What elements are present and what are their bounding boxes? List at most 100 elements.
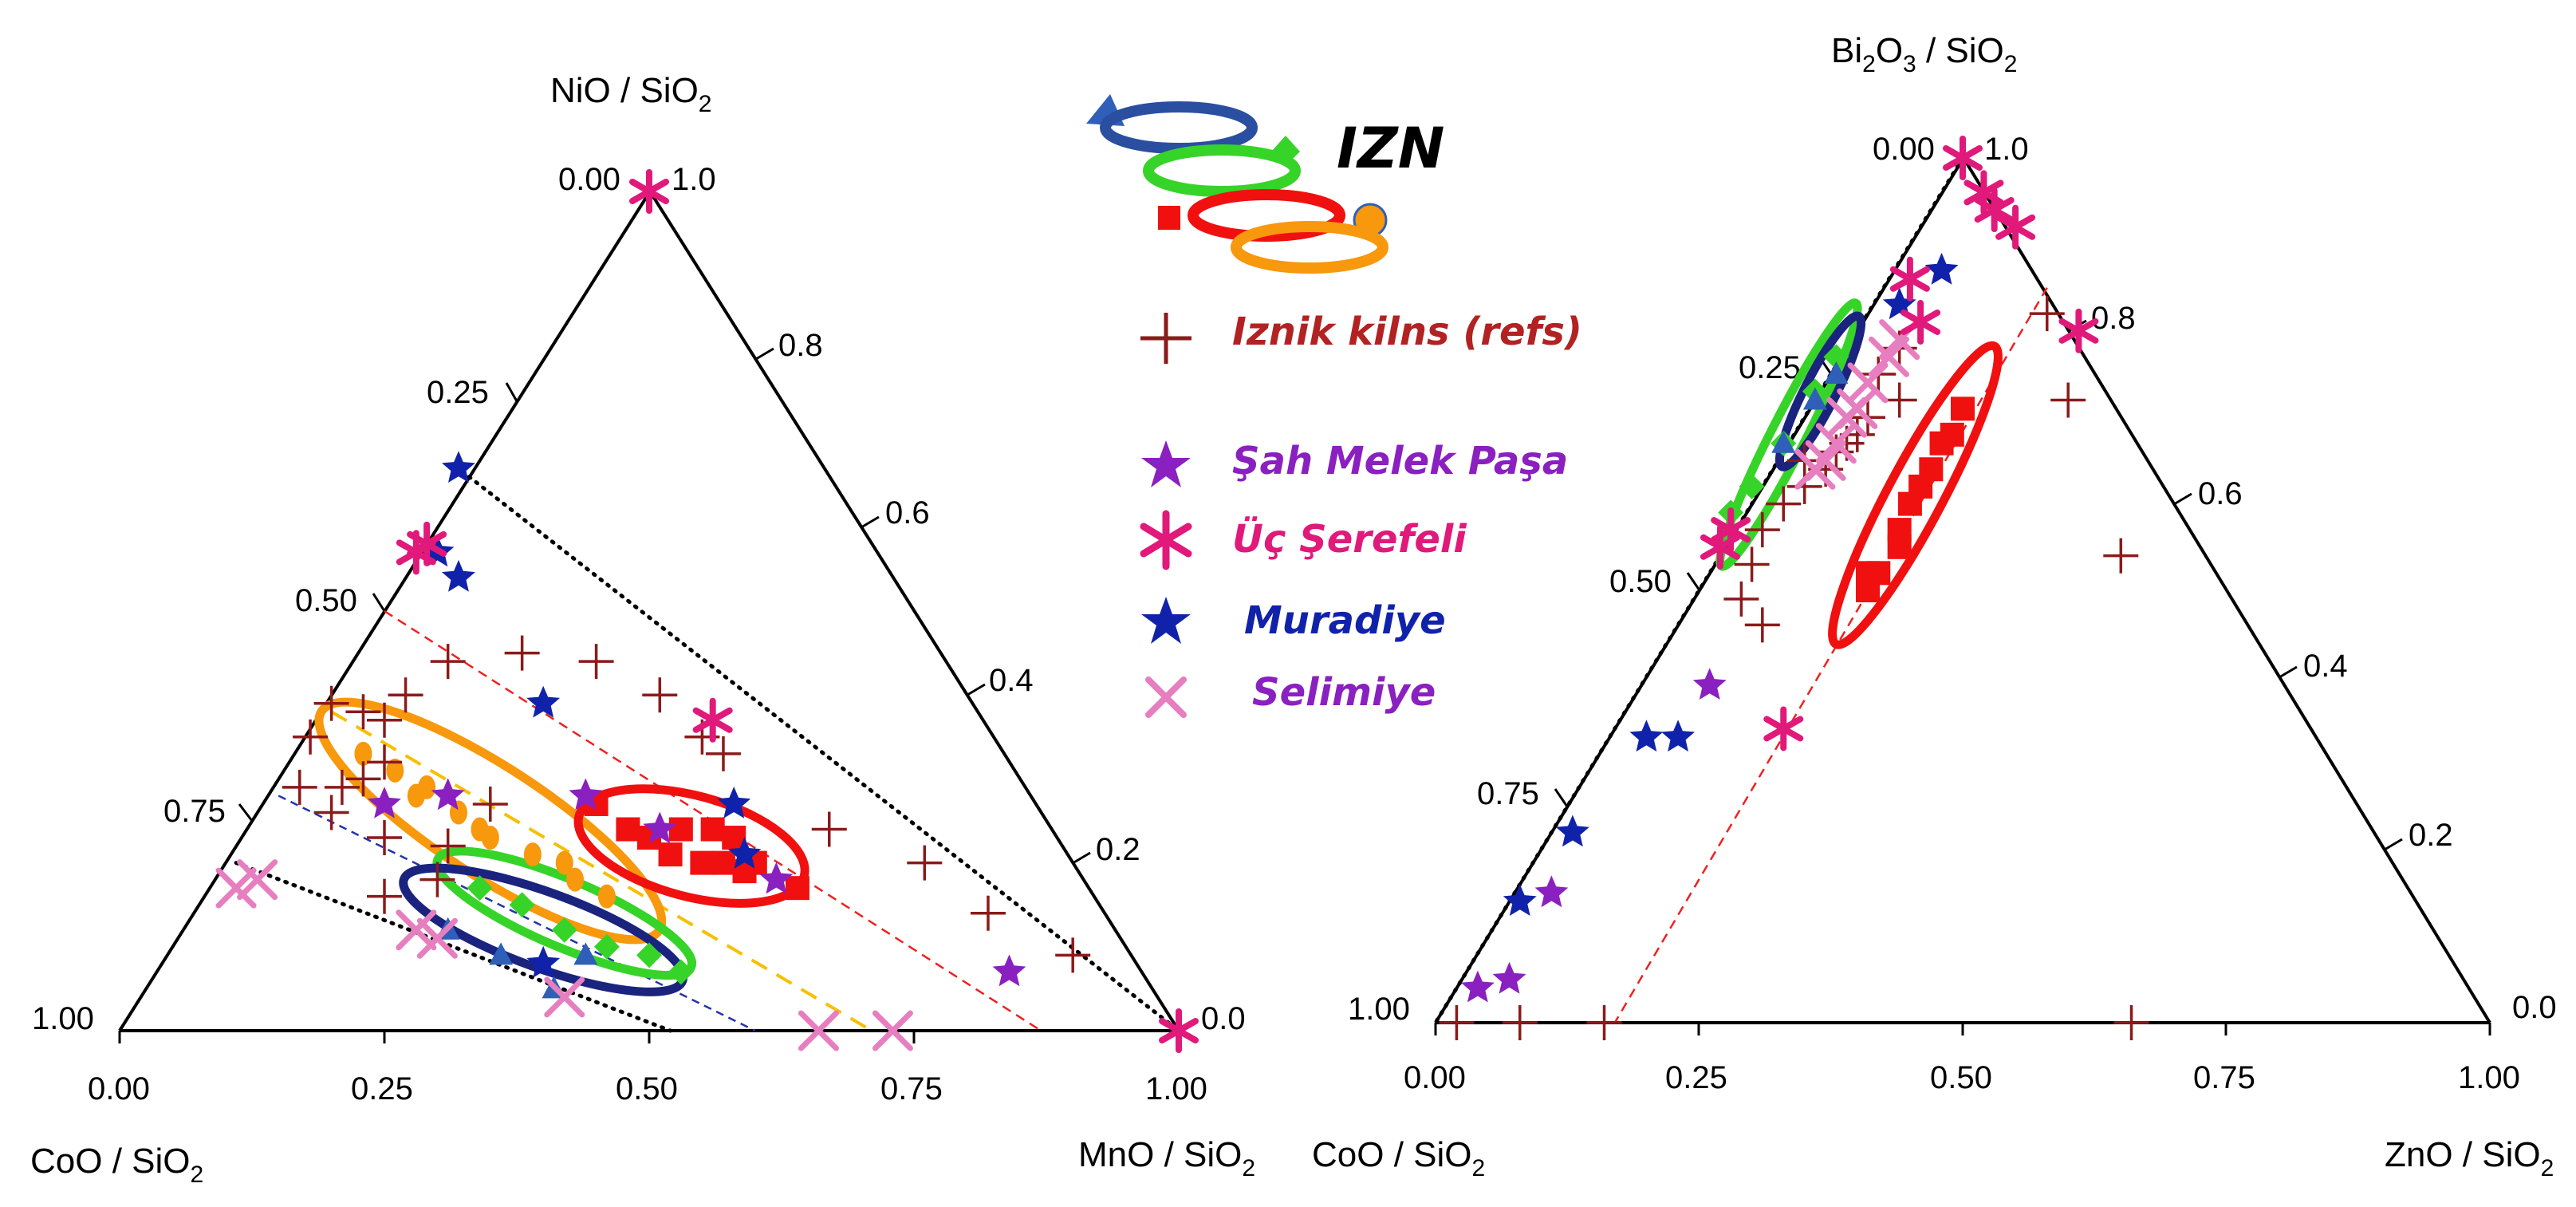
legend-label-iznik: Iznik kilns (refs) <box>1232 310 1582 354</box>
point-orange <box>555 850 573 875</box>
tick-labels: 0.00 1.0 0.25 0.50 0.75 1.00 0.8 0.6 0.4… <box>32 162 1246 1106</box>
point-iznik <box>367 744 402 780</box>
asterisk-stroke <box>1700 534 1740 560</box>
bottom-tick-label: 0.00 <box>88 1071 150 1106</box>
point-sah <box>1461 970 1495 1003</box>
star-shape <box>526 685 561 718</box>
diamond-shape <box>509 892 535 918</box>
point-iznik <box>504 635 540 671</box>
square-shape <box>658 842 683 867</box>
circle-shape <box>597 884 616 909</box>
point-iznik <box>388 677 423 713</box>
cross-stroke <box>544 976 585 1018</box>
circle-shape <box>471 817 489 842</box>
bottom-tick-label: 0.00 <box>1404 1060 1466 1095</box>
point-sel <box>215 867 257 909</box>
point-sah <box>1692 668 1727 700</box>
point-sah <box>569 778 603 811</box>
point-sah <box>992 954 1026 987</box>
cross-stroke <box>237 859 278 901</box>
cross-stroke <box>396 909 437 951</box>
point-sel <box>1815 423 1857 464</box>
ternary-plot-nio-coo-mno: NiO / SiO2 CoO / SiO2 MnO / SiO2 0.00 1.… <box>30 71 1255 1188</box>
circle-shape <box>386 758 404 783</box>
point-mur <box>442 451 475 483</box>
asterisk-stroke <box>2058 318 2099 344</box>
diamond-shape <box>636 942 662 968</box>
point-uc <box>692 697 733 743</box>
point-mur <box>1629 720 1664 752</box>
square-shape <box>1887 518 1912 542</box>
point-sel <box>544 976 585 1018</box>
cross-stroke <box>1815 423 1857 464</box>
cross-icon <box>1145 676 1187 718</box>
point-iznik <box>324 769 360 805</box>
asterisk-stroke <box>1964 179 2004 206</box>
point-iznik <box>1055 937 1091 973</box>
reference-line-red-dashed <box>1613 286 2048 1024</box>
asterisk-stroke <box>396 539 436 566</box>
asterisk-stroke <box>1995 214 2036 240</box>
left-tick-label: 0.50 <box>1609 564 1672 599</box>
point-sel <box>396 909 437 951</box>
point-iznik <box>345 694 381 730</box>
legend-item-sah: Şah Melek Paşa <box>1141 439 1568 487</box>
legend-item-iznik: Iznik kilns (refs) <box>1140 310 1582 364</box>
point-sah <box>1492 961 1526 994</box>
axis-titles: NiO / SiO2 CoO / SiO2 MnO / SiO2 <box>30 71 1255 1188</box>
point-mur <box>1661 720 1695 752</box>
point-green <box>509 892 535 918</box>
apex-title-nio: NiO / SiO2 <box>550 71 711 117</box>
asterisk-stroke <box>1159 1018 1199 1043</box>
point-orange <box>566 867 585 892</box>
circle-shape <box>555 850 573 875</box>
cross-stroke <box>872 1010 913 1051</box>
apex-value-10: 1.0 <box>1984 132 2029 167</box>
right-tick-label: 0.2 <box>1096 832 1140 867</box>
left-tick-label: 0.75 <box>163 794 226 829</box>
axis-right-edge <box>648 190 1180 1032</box>
point-sah <box>1534 875 1569 908</box>
point-mur <box>1924 252 1959 285</box>
square-shape <box>1940 422 1964 447</box>
right-tick-label: 0.0 <box>1201 1001 1246 1036</box>
point-mur <box>526 685 561 718</box>
bottom-tick-label: 0.75 <box>880 1071 943 1106</box>
star-shape <box>759 862 794 894</box>
point-sel <box>237 859 278 901</box>
star-icon <box>1141 597 1191 644</box>
diamond-shape <box>467 875 493 901</box>
point-orange <box>386 758 404 783</box>
star-shape <box>727 837 762 869</box>
tick-left-025 <box>505 382 518 402</box>
point-iznik <box>2113 1005 2149 1040</box>
diamond-shape <box>1823 344 1849 370</box>
axis-right-edge <box>1962 156 2491 1024</box>
point-sel <box>1826 396 1868 438</box>
point-iznik <box>1723 581 1759 617</box>
square-shape <box>1951 396 1975 421</box>
cross-stroke <box>1826 396 1868 438</box>
star-icon <box>1141 440 1191 487</box>
point-red <box>616 817 640 842</box>
legend-label-sah: Şah Melek Paşa <box>1232 439 1568 483</box>
bottom-tick-label: 1.00 <box>2458 1060 2520 1095</box>
point-sah <box>431 778 465 811</box>
asterisk-stroke <box>1763 716 1804 742</box>
right-title-mno: MnO / SiO2 <box>1078 1135 1255 1181</box>
point-uc <box>629 169 669 214</box>
plus-icon <box>1140 313 1191 364</box>
point-sel <box>872 1010 913 1051</box>
asterisk-stroke <box>1889 266 1930 292</box>
right-tick-label: 0.8 <box>778 328 823 363</box>
tick-left-075 <box>238 803 254 822</box>
right-tick-label: 0.2 <box>2409 818 2453 853</box>
circle-shape <box>354 741 372 766</box>
point-iznik <box>1734 546 1770 582</box>
point-iznik <box>367 878 402 914</box>
ternary-plot-bi2o3-coo-zno: Bi2O3 / SiO2 CoO / SiO2 ZnO / SiO2 0.00 … <box>1312 31 2557 1181</box>
point-iznik <box>1786 468 1822 504</box>
point-uc <box>1700 524 1740 570</box>
asterisk-stroke <box>629 179 669 204</box>
point-green <box>1823 344 1849 370</box>
